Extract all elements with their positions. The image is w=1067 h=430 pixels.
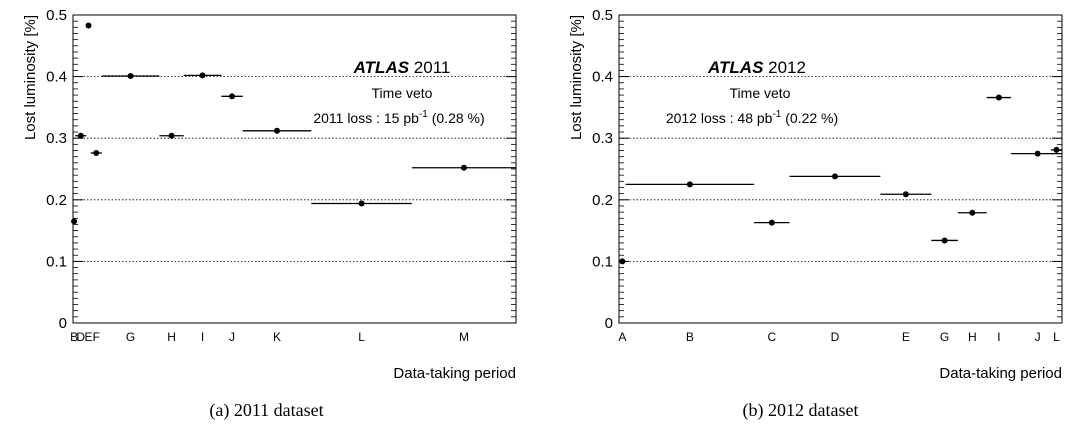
loss-sup: -1 — [772, 109, 781, 120]
period-L-point — [358, 200, 365, 207]
period-G-point — [941, 237, 948, 244]
period-I-point — [995, 94, 1002, 101]
x-tick-label: J — [229, 330, 235, 344]
loss-suffix: (0.22 %) — [781, 110, 838, 126]
experiment-name: ATLAS — [707, 58, 764, 77]
atlas-label: ATLAS 2012 — [707, 58, 806, 77]
year-label: 2012 — [763, 58, 806, 77]
x-tick-label: E — [902, 330, 910, 344]
y-axis-label: Lost luminosity [%] — [568, 15, 585, 140]
period-H-point — [168, 132, 175, 139]
x-axis-label: Data-taking period — [393, 365, 516, 382]
lost-luminosity-chart-2012: 0 0.1 0.2 0.3 0.4 0.5 A B C D E G H I J L Data-taking pe… — [568, 7, 1063, 382]
veto-label: Time veto — [372, 85, 433, 101]
y-tick-label: 0.4 — [46, 69, 67, 86]
x-tick-label: L — [358, 330, 365, 344]
y-tick-label: 0 — [59, 315, 67, 332]
x-tick-label: H — [968, 330, 977, 344]
x-tick-label: D — [76, 330, 85, 344]
y-tick-label: 0.5 — [592, 7, 613, 24]
period-E-point — [85, 22, 92, 29]
chart-panel-2011: 0 0.1 0.2 0.3 0.4 0.5 B D E F G H I J K L M Data-taking p… — [0, 0, 533, 430]
x-tick-label: H — [167, 330, 176, 344]
y-axis-label: Lost luminosity [%] — [22, 15, 39, 140]
period-F-point — [93, 149, 100, 156]
x-tick-label: G — [940, 330, 949, 344]
y-tick-label: 0.3 — [592, 130, 613, 147]
period-D-point — [77, 132, 84, 139]
x-tick-label: I — [997, 330, 1000, 344]
x-tick-label: A — [618, 330, 626, 344]
period-C-point — [768, 219, 775, 226]
x-tick-label: B — [686, 330, 694, 344]
loss-prefix: 2012 loss : 48 pb — [666, 110, 773, 126]
y-tick-label: 0.1 — [46, 253, 67, 270]
x-tick-label: C — [767, 330, 776, 344]
loss-label: 2012 loss : 48 pb-1 (0.22 %) — [666, 109, 838, 126]
x-tick-label: K — [273, 330, 281, 344]
period-A-point — [619, 258, 626, 265]
period-M-point — [460, 164, 467, 171]
period-B-point — [71, 218, 78, 225]
loss-sup: -1 — [419, 109, 428, 120]
x-tick-label: I — [201, 330, 204, 344]
caption-2012: (b) 2012 dataset — [742, 400, 859, 420]
chart-panel-2012: 0 0.1 0.2 0.3 0.4 0.5 A B C D E G H I J L Data-taking pe… — [534, 0, 1067, 430]
atlas-label: ATLAS 2011 — [353, 58, 451, 77]
period-L-point — [1053, 146, 1060, 153]
y-tick-label: 0.4 — [592, 69, 613, 86]
x-tick-label: M — [459, 330, 469, 344]
plot-frame — [618, 14, 1063, 324]
x-tick-label: J — [1035, 330, 1041, 344]
y-tick-label: 0.2 — [592, 192, 613, 209]
loss-suffix: (0.28 %) — [428, 110, 485, 126]
y-tick-label: 0.3 — [46, 130, 67, 147]
lost-luminosity-chart-2011: 0 0.1 0.2 0.3 0.4 0.5 BD E F G H I J K L M Data-taking p… — [22, 7, 517, 382]
x-axis-label: Data-taking period — [939, 365, 1062, 382]
period-I-point — [199, 72, 206, 79]
veto-label: Time veto — [730, 85, 791, 101]
x-tick-label: L — [1053, 330, 1060, 344]
y-tick-label: 0.1 — [592, 253, 613, 270]
period-J-point — [229, 93, 236, 100]
y-tick-label: 0 — [605, 315, 613, 332]
loss-prefix: 2011 loss : 15 pb — [313, 110, 419, 126]
period-J-point — [1034, 150, 1041, 157]
period-D-point — [831, 173, 838, 180]
y-tick-label: 0.5 — [46, 7, 67, 24]
x-tick-label: G — [126, 330, 135, 344]
loss-label: 2011 loss : 15 pb-1 (0.28 %) — [313, 109, 484, 126]
caption-2011: (a) 2011 dataset — [209, 400, 324, 420]
x-tick-label: D — [831, 330, 840, 344]
period-K-point — [274, 127, 281, 134]
period-H-point — [969, 209, 976, 216]
y-tick-label: 0.2 — [46, 192, 67, 209]
period-B-point — [686, 181, 693, 188]
experiment-name: ATLAS — [353, 58, 410, 77]
x-tick-label: F — [93, 330, 100, 344]
period-E-point — [902, 191, 909, 198]
x-tick-label: B — [70, 330, 78, 344]
period-G-point — [127, 72, 134, 79]
year-label: 2011 — [409, 58, 450, 77]
x-tick-label: E — [84, 330, 92, 344]
